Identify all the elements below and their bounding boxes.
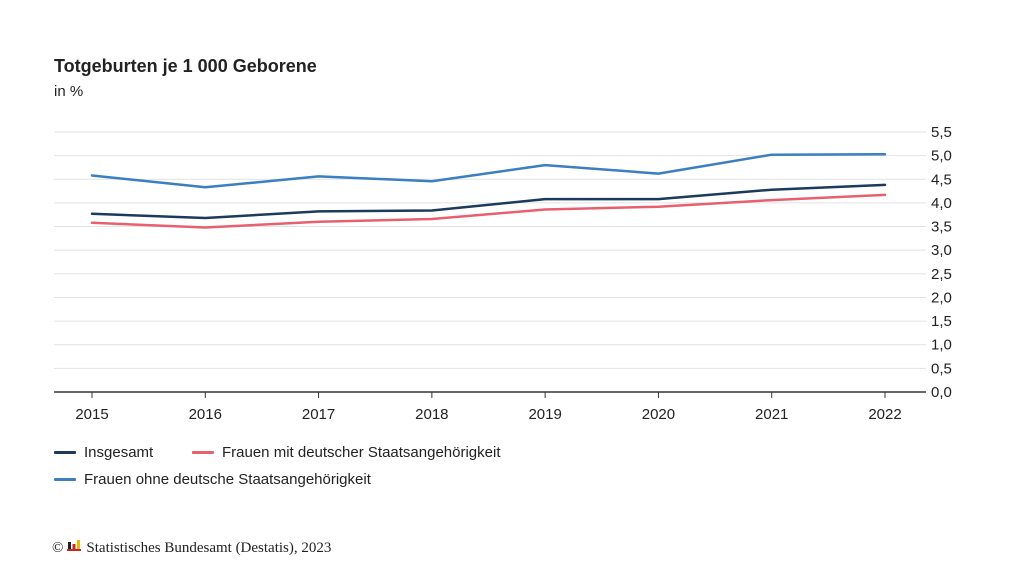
x-tick-label: 2020 bbox=[642, 406, 675, 423]
x-tick-label: 2019 bbox=[528, 406, 561, 423]
y-tick-label: 2,5 bbox=[931, 266, 952, 283]
destatis-logo-icon bbox=[67, 539, 82, 558]
source-footer: © Statistisches Bundesamt (Destatis), 20… bbox=[52, 539, 331, 558]
x-tick-label: 2018 bbox=[415, 406, 448, 423]
legend-item-frauen-mit[interactable]: Frauen mit deutscher Staatsangehörigkeit bbox=[192, 444, 501, 461]
legend-label: Frauen mit deutscher Staatsangehörigkeit bbox=[222, 444, 501, 461]
legend-label: Frauen ohne deutsche Staatsangehörigkeit bbox=[84, 471, 371, 488]
y-tick-label: 2,0 bbox=[931, 289, 952, 306]
y-tick-labels: 0,0 0,5 1,0 1,5 2,0 2,5 3,0 3,5 4,0 4,5 5,0 5,5 bbox=[931, 124, 952, 401]
chart-title: Totgeburten je 1 000 Geborene bbox=[54, 56, 317, 76]
source-text: Statistisches Bundesamt (Destatis), 2023 bbox=[86, 540, 332, 556]
x-axis bbox=[54, 391, 926, 398]
copyright-symbol: © bbox=[52, 540, 64, 556]
y-tick-label: 5,5 bbox=[931, 124, 952, 141]
x-tick-labels: 2015 2016 2017 2018 2019 2020 2021 2022 bbox=[75, 406, 901, 423]
legend-label: Insgesamt bbox=[84, 444, 154, 461]
x-tick-label: 2015 bbox=[75, 406, 108, 423]
legend-swatch bbox=[54, 451, 76, 454]
legend-item-frauen-ohne[interactable]: Frauen ohne deutsche Staatsangehörigkeit bbox=[54, 471, 371, 488]
y-tick-label: 3,0 bbox=[931, 242, 952, 259]
x-tick-label: 2017 bbox=[302, 406, 335, 423]
series-line-0[interactable] bbox=[90, 183, 887, 220]
gridlines bbox=[54, 131, 926, 369]
y-tick-label: 0,5 bbox=[931, 360, 952, 377]
series-line-2[interactable] bbox=[90, 152, 887, 189]
y-tick-label: 1,0 bbox=[931, 337, 952, 354]
legend-swatch bbox=[192, 451, 214, 454]
y-tick-label: 4,5 bbox=[931, 171, 952, 188]
legend-swatch bbox=[54, 478, 76, 481]
y-tick-label: 4,0 bbox=[931, 195, 952, 212]
series-lines bbox=[90, 152, 887, 229]
x-tick-label: 2021 bbox=[755, 406, 788, 423]
x-tick-label: 2016 bbox=[189, 406, 222, 423]
chart-subtitle: in % bbox=[54, 83, 84, 100]
y-tick-label: 3,5 bbox=[931, 219, 952, 236]
y-tick-label: 0,0 bbox=[931, 384, 952, 401]
legend-item-insgesamt[interactable]: Insgesamt bbox=[54, 444, 153, 461]
y-tick-label: 1,5 bbox=[931, 313, 952, 330]
x-tick-label: 2022 bbox=[868, 406, 901, 423]
y-tick-label: 5,0 bbox=[931, 148, 952, 165]
series-line-1[interactable] bbox=[90, 193, 887, 229]
